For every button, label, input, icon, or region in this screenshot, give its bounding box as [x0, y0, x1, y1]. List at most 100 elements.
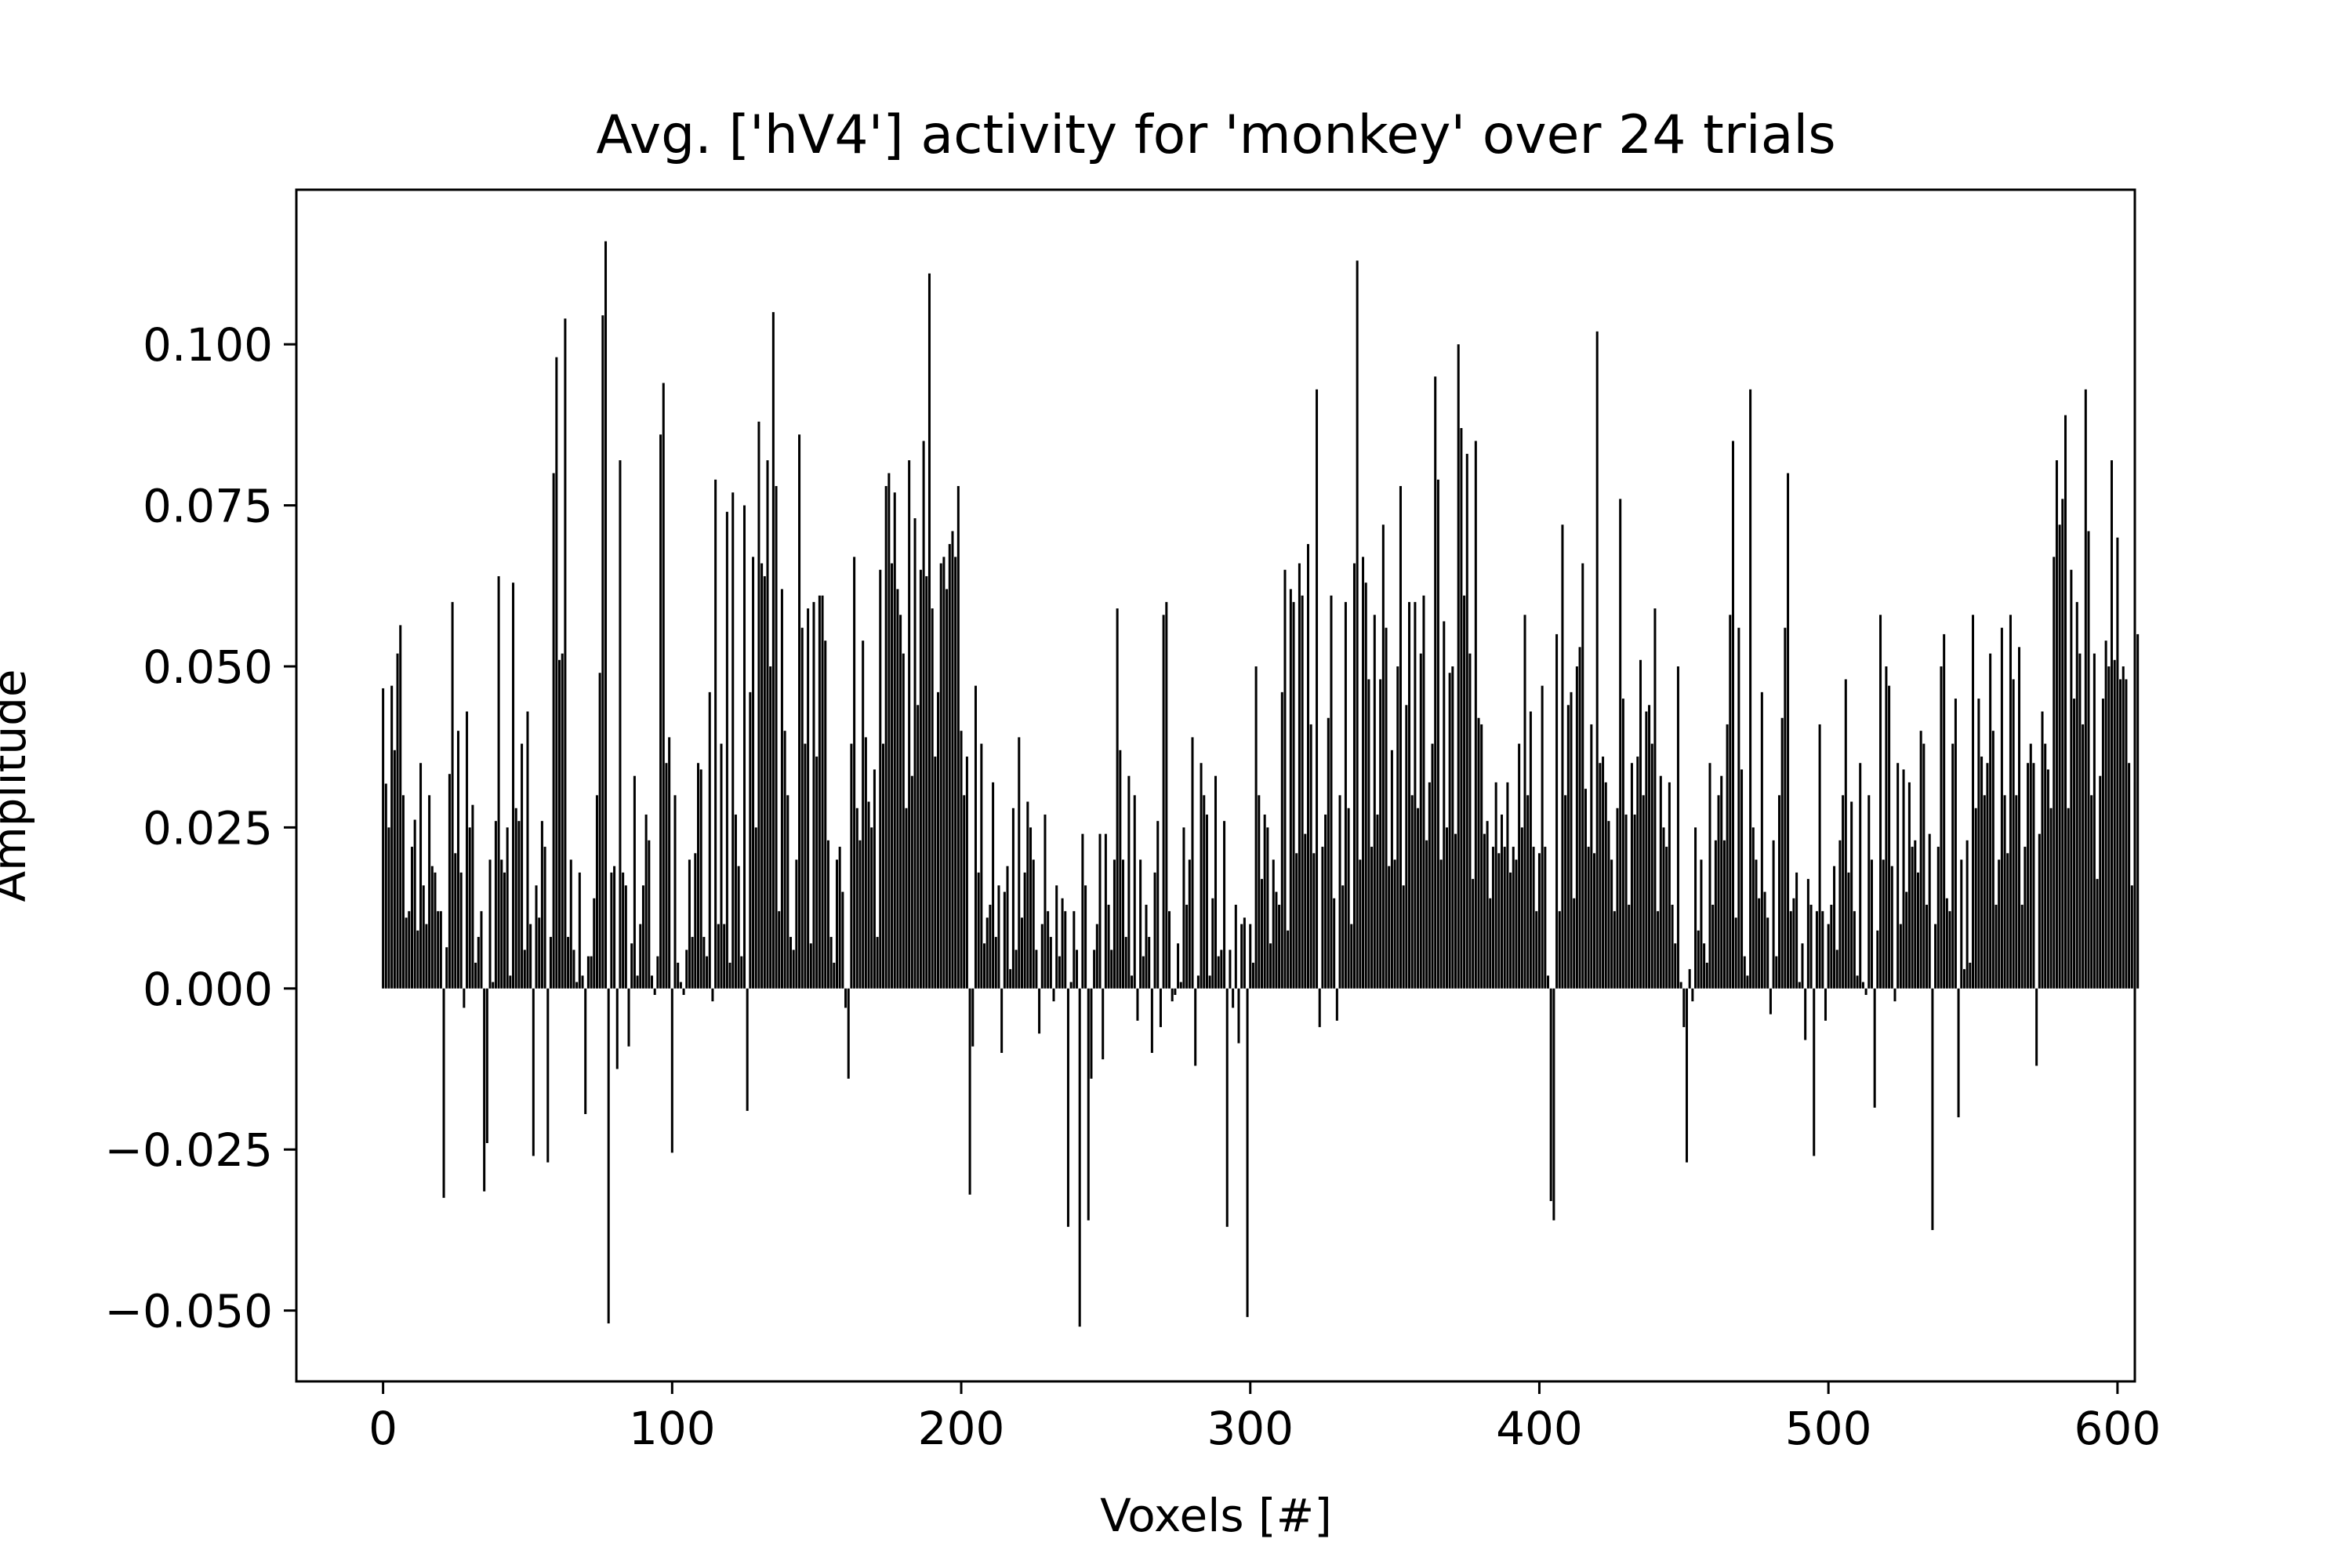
bar	[1529, 711, 1532, 989]
bar	[1497, 853, 1501, 989]
bar	[752, 557, 755, 989]
bar	[1298, 563, 1301, 989]
bar	[477, 937, 480, 989]
bar	[1977, 699, 1980, 989]
bar	[408, 911, 411, 989]
bar	[1936, 847, 1940, 989]
bar	[1352, 563, 1356, 989]
bar	[824, 641, 827, 989]
bar	[826, 840, 829, 989]
bar	[1685, 988, 1689, 1163]
bar	[1501, 814, 1504, 989]
bar	[1295, 853, 1298, 989]
bar	[1503, 847, 1506, 989]
bar	[549, 937, 552, 989]
bar	[1636, 757, 1639, 989]
bar	[1587, 847, 1590, 989]
bar	[1116, 608, 1119, 989]
y-tick-label: 0.000	[143, 963, 273, 1016]
bar	[1809, 905, 1813, 989]
bar	[651, 975, 654, 989]
bar	[1306, 543, 1309, 989]
bar	[2078, 653, 2082, 989]
bar	[1989, 653, 1992, 989]
bar	[737, 866, 740, 989]
bar	[2119, 679, 2122, 989]
bar	[1919, 731, 1922, 989]
bar	[2046, 769, 2049, 989]
bar	[1112, 859, 1116, 989]
bar	[844, 988, 848, 1008]
bar	[514, 808, 517, 989]
bar	[595, 795, 598, 989]
bar	[1280, 691, 1283, 989]
bar	[471, 804, 474, 989]
bar	[833, 962, 836, 989]
bar	[1711, 905, 1715, 989]
bar	[488, 859, 492, 989]
bar	[2024, 847, 2027, 989]
bar	[1960, 859, 1963, 989]
bar	[405, 917, 408, 989]
bar	[615, 988, 619, 1069]
bar	[1743, 956, 1746, 989]
bar	[1708, 763, 1711, 989]
bar	[1196, 975, 1200, 989]
bar	[1714, 840, 1717, 989]
bar	[1119, 750, 1122, 989]
bar	[1549, 988, 1552, 1201]
bar	[1998, 859, 2001, 989]
bar	[2035, 988, 2038, 1066]
bar	[466, 711, 469, 989]
bar	[2061, 499, 2064, 989]
bar	[1448, 673, 1451, 989]
bar	[1136, 988, 1139, 1021]
bar	[1156, 821, 1160, 989]
bar	[1604, 782, 1607, 989]
bar	[1309, 724, 1312, 989]
bar	[1494, 782, 1497, 989]
bar	[1162, 615, 1165, 989]
bar	[1122, 859, 1125, 989]
bar	[983, 943, 986, 989]
bar	[2107, 666, 2111, 989]
bar	[2128, 763, 2131, 989]
bar	[1179, 982, 1182, 989]
bar	[974, 685, 977, 989]
bar	[1688, 969, 1691, 989]
x-axis-ticks: 0 100 200 300 400 500 600	[368, 1381, 2161, 1455]
bar	[1662, 827, 1665, 989]
bar	[1659, 775, 1662, 989]
x-tick-label: 200	[918, 1402, 1005, 1455]
bar	[1965, 840, 1969, 989]
bar	[1208, 975, 1211, 989]
bar	[1020, 917, 1023, 989]
bar	[742, 505, 746, 989]
bar	[922, 441, 925, 989]
bar	[1676, 666, 1679, 989]
bar	[1928, 833, 1931, 989]
bar	[706, 956, 709, 989]
x-tick-label: 0	[368, 1402, 397, 1455]
bar	[2029, 743, 2032, 989]
y-tick-label: 0.100	[143, 318, 273, 372]
bar	[1425, 840, 1428, 989]
bar	[1006, 866, 1009, 989]
bar	[668, 737, 671, 989]
bar	[1362, 557, 1365, 989]
bar	[1124, 937, 1127, 989]
bar	[992, 782, 995, 989]
bar	[1573, 898, 1576, 989]
bar	[590, 956, 593, 989]
bar	[546, 988, 550, 1163]
bar	[2092, 653, 2096, 989]
bar	[540, 821, 543, 989]
bar	[1621, 699, 1624, 989]
bar	[529, 924, 532, 989]
bar	[1777, 795, 1780, 989]
bar	[778, 911, 781, 989]
bar	[428, 795, 431, 989]
bar	[485, 988, 488, 1143]
bar	[399, 625, 402, 989]
